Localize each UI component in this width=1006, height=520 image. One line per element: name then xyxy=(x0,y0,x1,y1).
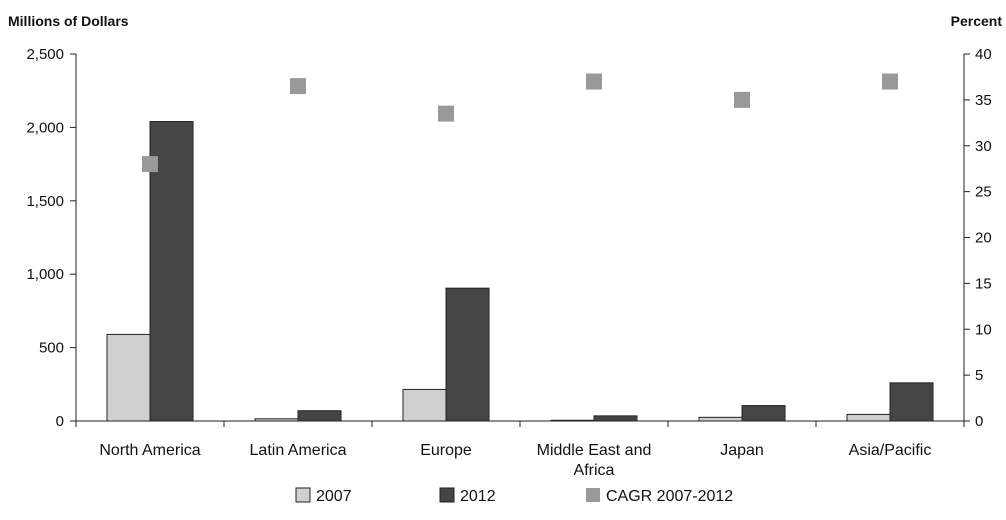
cagr-marker xyxy=(734,91,750,108)
legend-label: CAGR 2007-2012 xyxy=(606,488,733,505)
left-axis-title: Millions of Dollars xyxy=(8,13,129,29)
legend-swatch xyxy=(295,487,311,503)
category-label: North America xyxy=(99,442,200,459)
right-tick-label: 5 xyxy=(975,367,983,384)
legend-swatch xyxy=(586,488,600,502)
bar-2012 xyxy=(593,415,638,422)
legend-swatch xyxy=(439,487,455,503)
bar-2007 xyxy=(402,388,447,422)
left-tick-label: 1,500 xyxy=(26,193,64,210)
category-label: Asia/Pacific xyxy=(849,442,932,459)
right-tick-label: 30 xyxy=(975,138,992,155)
right-tick-label: 35 xyxy=(975,92,992,109)
left-tick-label: 2,000 xyxy=(26,119,64,136)
bar-2012 xyxy=(445,287,490,422)
right-tick-label: 40 xyxy=(975,46,992,63)
cagr-marker xyxy=(586,73,602,90)
cagr-marker xyxy=(438,105,454,122)
category-label: Japan xyxy=(720,442,764,459)
right-tick-label: 0 xyxy=(975,413,983,430)
bar-2012 xyxy=(889,382,934,422)
bar-2007 xyxy=(698,416,743,422)
bar-2007 xyxy=(254,418,299,422)
bar-2012 xyxy=(297,410,342,422)
left-tick-label: 500 xyxy=(39,340,64,357)
legend-label: 2012 xyxy=(460,488,496,505)
category-label: Middle East and xyxy=(537,442,652,459)
legend-label: 2007 xyxy=(316,488,352,505)
bar-2007 xyxy=(846,413,891,422)
right-axis-title: Percent xyxy=(951,13,1003,29)
plot-area: 0 500 1,000 1,500 2,000 2,500 0 5 10 15 20 25 30 35 40… xyxy=(26,46,991,479)
bar-2007 xyxy=(550,419,595,422)
cagr-marker xyxy=(290,78,306,95)
category-label: Latin America xyxy=(250,442,347,459)
right-tick-label: 20 xyxy=(975,230,992,247)
legend: 2007 2012 CAGR 2007-2012 xyxy=(295,487,733,505)
bar-2012 xyxy=(741,405,786,422)
left-tick-label: 1,000 xyxy=(26,266,64,283)
left-tick-label: 0 xyxy=(56,413,64,430)
category-label: Europe xyxy=(420,442,472,459)
right-tick-label: 10 xyxy=(975,321,992,338)
right-tick-label: 25 xyxy=(975,184,992,201)
cagr-marker xyxy=(142,156,158,173)
category-label: Africa xyxy=(574,462,615,479)
cagr-marker xyxy=(882,73,898,90)
right-tick-label: 15 xyxy=(975,275,992,292)
bar-2007 xyxy=(106,333,151,422)
left-tick-label: 2,500 xyxy=(26,46,64,63)
